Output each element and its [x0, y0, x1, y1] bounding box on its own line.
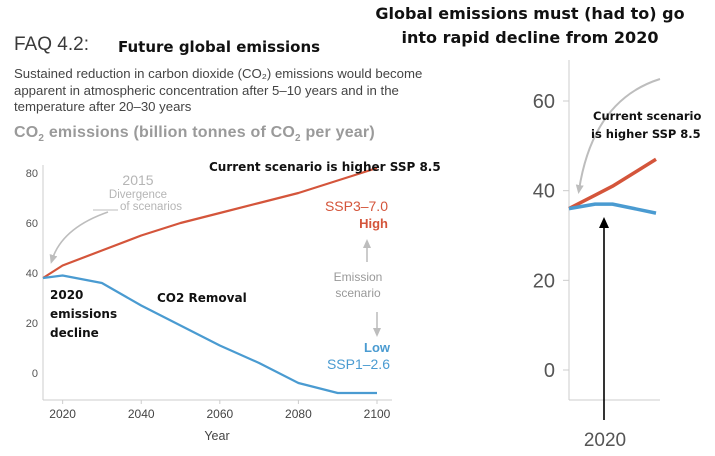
- current-scenario-main: Current scenario is higher SSP 8.5: [209, 160, 441, 174]
- zoom-y-tick-label: 60: [533, 91, 555, 113]
- high-label-ssp: SSP3–7.0: [325, 198, 388, 214]
- decline-label-1: 2020: [50, 288, 83, 302]
- zoom-y-tick-label: 20: [533, 270, 555, 292]
- zoom-series-line-low: [568, 202, 657, 215]
- current-scenario-zoom-2: is higher SSP 8.5: [591, 127, 701, 141]
- low-label-ssp: SSP1–2.6: [327, 356, 390, 372]
- divergence-text-1: Divergence: [109, 189, 167, 201]
- main-y-tick-label: 0: [32, 368, 38, 380]
- high-label: High: [359, 216, 388, 231]
- main-y-tick-label: 20: [26, 318, 38, 330]
- decline-label-3: decline: [50, 326, 99, 340]
- zoom-series-line-high: [568, 157, 657, 211]
- main-y-tick-label: 40: [26, 268, 38, 280]
- main-y-tick-label: 60: [26, 218, 38, 230]
- zoom-y-tick-label: 0: [544, 360, 555, 382]
- main-x-tick-label: 2020: [49, 407, 76, 421]
- faq-description: Sustained reduction in carbon dioxide (C…: [14, 66, 423, 114]
- divergence-year: 2015: [122, 172, 153, 188]
- main-x-tick-label: 2080: [285, 407, 312, 421]
- emission-label-1: Emission: [334, 270, 383, 284]
- zoom-x-label: 2020: [584, 430, 626, 451]
- divergence-text-2: of scenarios: [120, 201, 182, 213]
- zoom-y-tick-label: 40: [533, 181, 555, 203]
- main-x-tick-label: 2060: [206, 407, 233, 421]
- low-label: Low: [364, 340, 391, 355]
- main-series-line-low: [42, 274, 377, 395]
- main-x-tick-label: 2040: [128, 407, 155, 421]
- faq-title: Future global emissions: [118, 38, 321, 56]
- main-x-tick-label: 2100: [364, 407, 391, 421]
- unit-label: CO2 emissions (billion tonnes of CO2 per…: [14, 124, 375, 145]
- divergence-arrow: [49, 211, 109, 264]
- emission-label-2: scenario: [335, 286, 381, 300]
- main-series-line-high: [42, 166, 378, 279]
- main-x-axis-label: Year: [204, 429, 229, 443]
- main-y-tick-label: 80: [26, 168, 38, 180]
- zoom-grey-arrow: [575, 78, 661, 194]
- current-scenario-zoom-1: Current scenario: [593, 109, 701, 123]
- faq-number: FAQ 4.2:: [14, 34, 89, 55]
- co2-removal-label: CO2 Removal: [157, 291, 247, 305]
- headline: Global emissions must (had to) go into r…: [375, 4, 685, 47]
- decline-label-2: emissions: [50, 307, 117, 321]
